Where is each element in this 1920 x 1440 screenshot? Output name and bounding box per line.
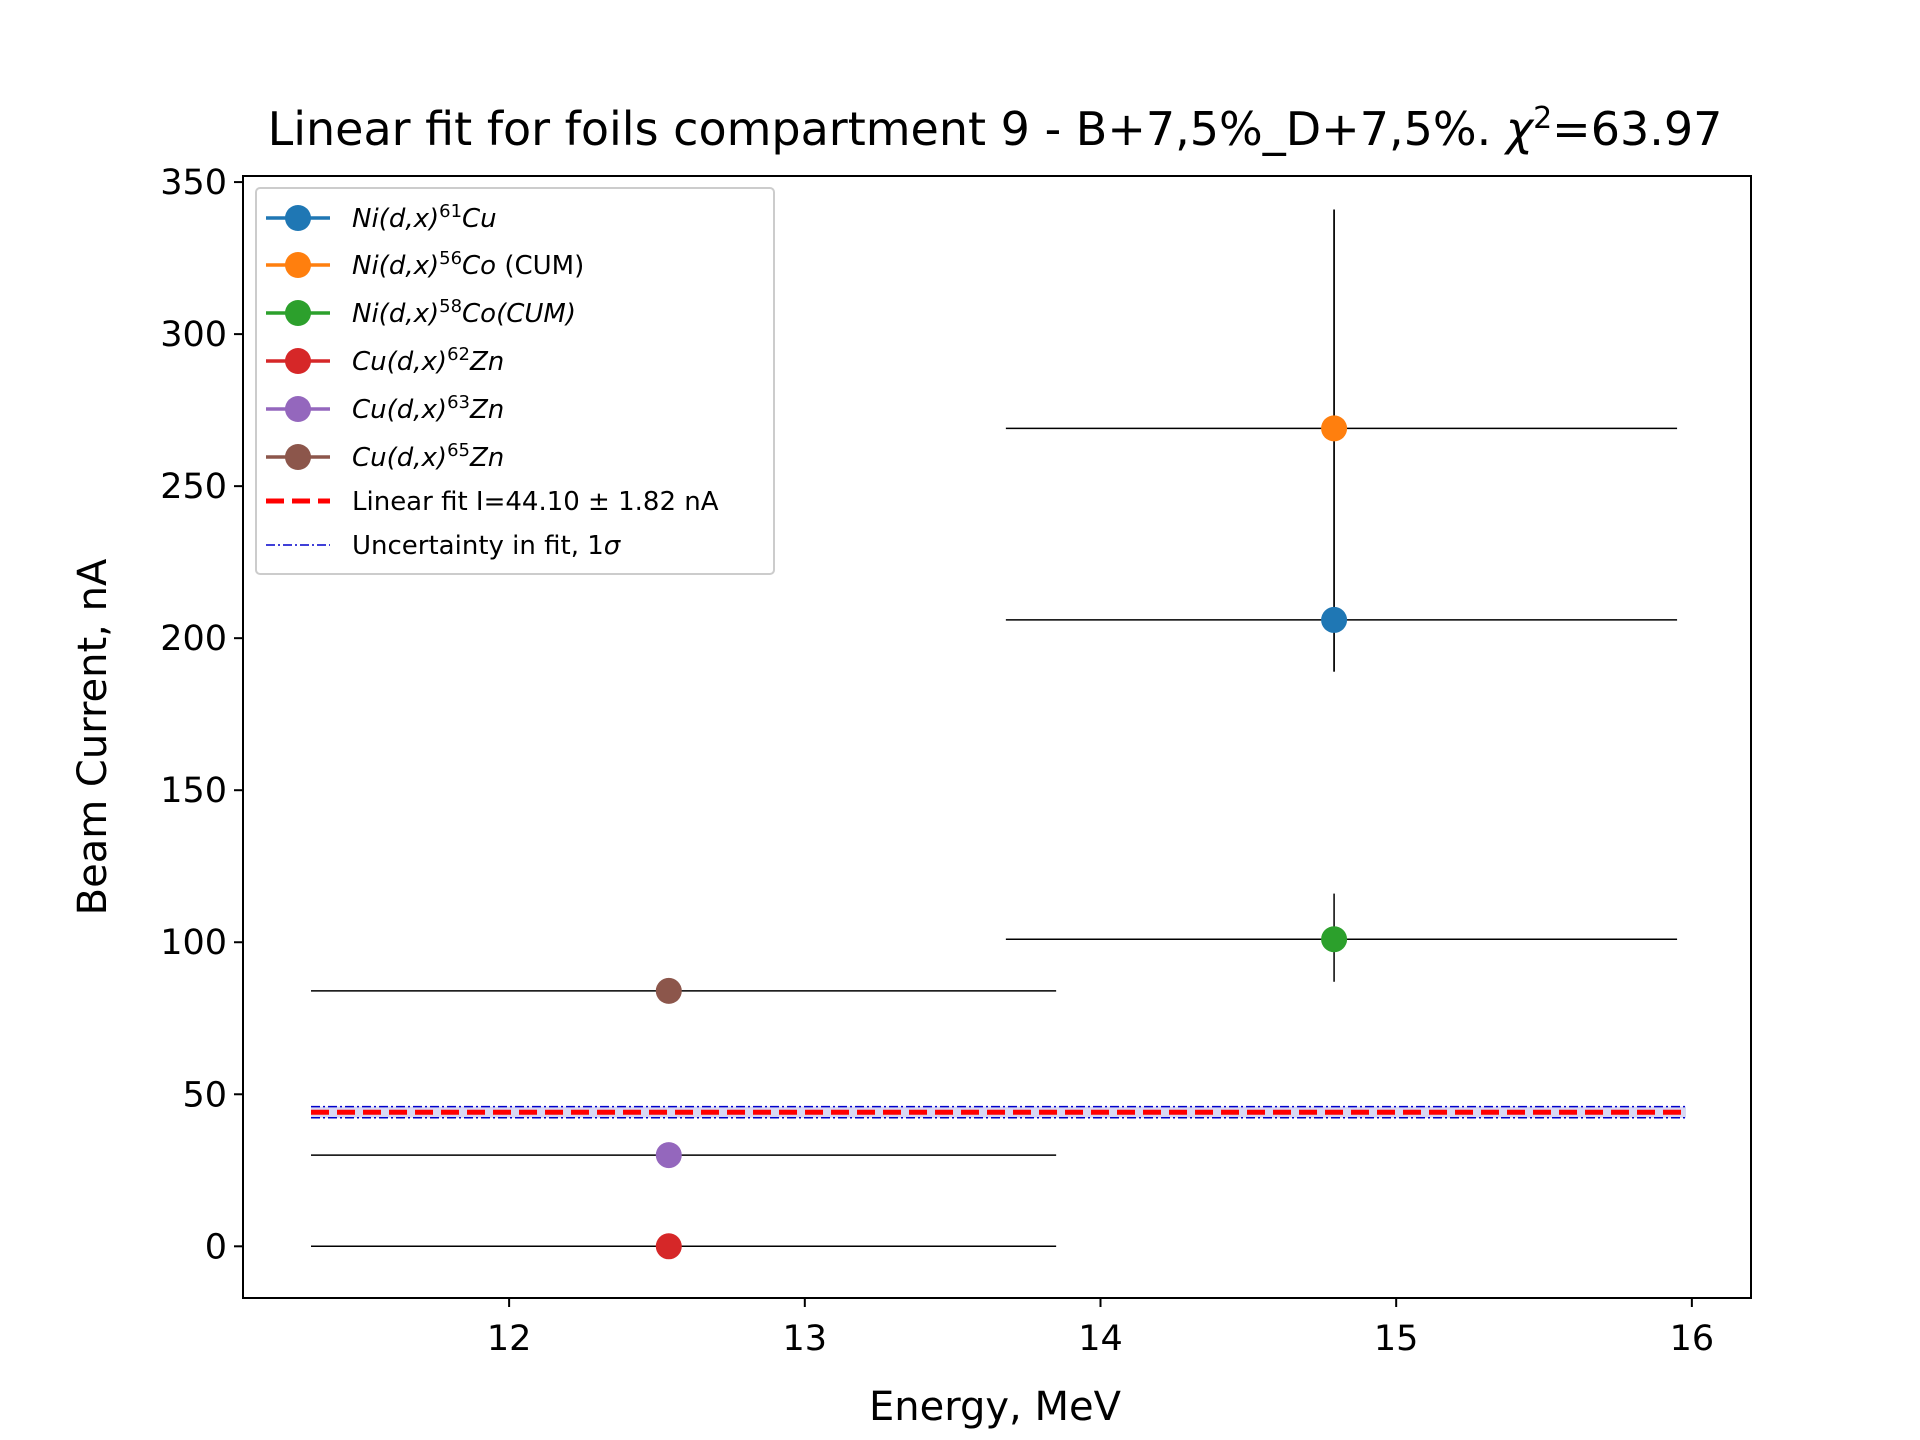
- y-tick-label: 50: [182, 1075, 227, 1115]
- x-tick-label: 15: [1374, 1319, 1419, 1359]
- legend-label: Ni(d,x)58Co(CUM): [352, 296, 576, 330]
- data-point: [1321, 926, 1348, 953]
- x-axis: 12 13 14 15 16: [487, 1298, 1714, 1359]
- chart-title: Linear fit for foils compartment 9 - B+7…: [268, 101, 1723, 157]
- legend-band-label: Uncertainty in fit, 1σ: [352, 531, 622, 561]
- legend: Ni(d,x)61Cu Ni(d,x)56Co (CUM) Ni(d,x)58Co(…: [255, 187, 775, 575]
- data-point: [655, 1142, 682, 1169]
- y-tick-label: 300: [160, 315, 227, 355]
- legend-frame: [255, 187, 775, 575]
- legend-label: Cu(d,x)62Zn: [352, 344, 504, 378]
- data-point: [655, 1233, 682, 1260]
- y-tick-label: 200: [160, 619, 227, 659]
- legend-fit-label: Linear fit I=44.10 ± 1.82 nA: [352, 487, 719, 517]
- legend-label: Ni(d,x)61Cu: [352, 201, 497, 235]
- legend-label: Cu(d,x)63Zn: [352, 392, 504, 426]
- plot-frame: [242, 175, 1752, 1299]
- legend-marker: [285, 444, 311, 470]
- x-tick-label: 14: [1078, 1319, 1123, 1359]
- y-tick-label: 350: [160, 163, 227, 203]
- legend-marker: [285, 348, 311, 374]
- x-tick-label: 13: [783, 1319, 828, 1359]
- y-axis-label: Beam Current, nA: [70, 558, 116, 915]
- legend-label: Ni(d,x)56Co (CUM): [352, 248, 584, 282]
- data-point: [1321, 415, 1348, 442]
- y-axis: 0 50 100 150 200 250 300 350: [160, 163, 243, 1267]
- y-tick-label: 0: [205, 1227, 227, 1267]
- y-tick-label: 150: [160, 771, 227, 811]
- legend-label: Cu(d,x)65Zn: [352, 440, 504, 474]
- legend-marker: [285, 205, 311, 231]
- legend-marker: [285, 300, 311, 326]
- x-axis-label: Energy, MeV: [869, 1384, 1122, 1430]
- y-tick-label: 100: [160, 923, 227, 963]
- y-tick-label: 250: [160, 467, 227, 507]
- point-layer: [655, 415, 1348, 1260]
- legend-marker: [285, 396, 311, 422]
- data-point: [655, 977, 682, 1004]
- x-tick-label: 12: [487, 1319, 532, 1359]
- x-tick-label: 16: [1670, 1319, 1715, 1359]
- legend-marker: [285, 252, 311, 278]
- data-point: [1321, 606, 1348, 633]
